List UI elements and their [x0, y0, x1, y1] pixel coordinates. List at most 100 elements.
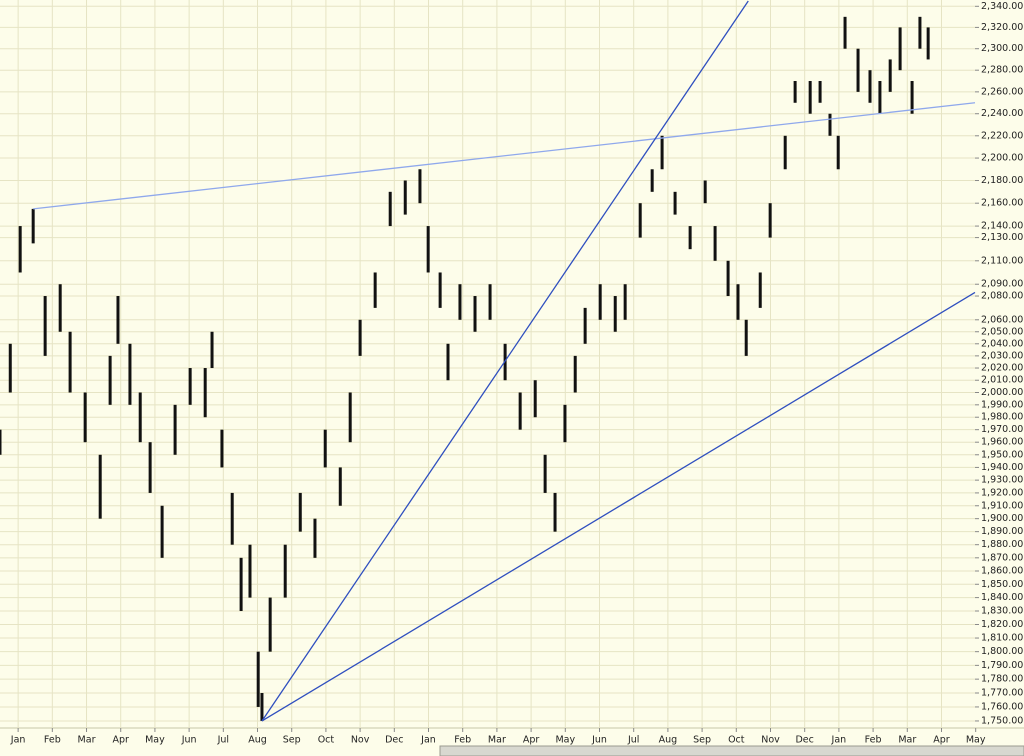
price-bar	[220, 429, 224, 468]
price-bar	[613, 296, 617, 332]
x-tick-label: Jun	[591, 735, 607, 746]
y-tick-label: 1,840.00	[981, 592, 1023, 603]
x-tick-label: Jul	[627, 735, 639, 746]
y-tick-label: 2,010.00	[981, 375, 1023, 386]
y-tick-label: 1,820.00	[981, 619, 1023, 630]
y-tick-label: 2,130.00	[981, 232, 1023, 243]
price-bar	[83, 392, 87, 443]
price-bar	[203, 368, 207, 418]
price-bar	[58, 284, 62, 332]
price-bar	[388, 191, 392, 227]
x-tick-label: Mar	[78, 735, 96, 746]
price-bar	[338, 467, 342, 506]
y-tick-label: 2,140.00	[981, 221, 1023, 232]
price-bar	[650, 169, 654, 192]
x-tick-label: Jan	[831, 735, 847, 746]
price-bar	[573, 355, 577, 393]
price-bar	[210, 331, 214, 369]
price-bar	[403, 180, 407, 215]
y-tick-label: 1,900.00	[981, 513, 1023, 524]
scrollbar[interactable]	[439, 745, 1024, 756]
price-bar	[713, 226, 717, 261]
price-bar	[808, 81, 812, 114]
price-bar	[836, 135, 840, 170]
price-bar	[488, 284, 492, 320]
marks	[0, 0, 976, 722]
price-bar	[533, 380, 537, 418]
y-tick-label: 2,240.00	[981, 108, 1023, 119]
x-tick-label: Jan	[10, 735, 26, 746]
y-tick-label: 2,060.00	[981, 314, 1023, 325]
price-bar	[758, 272, 762, 308]
price-bar	[793, 81, 797, 103]
price-bar	[898, 27, 902, 71]
y-tick-label: 2,090.00	[981, 279, 1023, 290]
price-bar	[843, 16, 847, 49]
price-bar	[323, 429, 327, 468]
trend-line	[261, 0, 749, 722]
price-bar	[8, 343, 12, 393]
price-bar	[458, 284, 462, 320]
y-tick-label: 1,920.00	[981, 487, 1023, 498]
y-tick-label: 2,340.00	[981, 1, 1023, 12]
price-bar	[313, 518, 317, 558]
price-bar	[256, 651, 260, 707]
y-tick-label: 1,910.00	[981, 500, 1023, 511]
x-tick-label: May	[145, 735, 165, 746]
trend-line	[261, 291, 976, 722]
price-bar	[358, 319, 362, 356]
x-tick-label: Apr	[933, 735, 950, 746]
y-tick-label: 1,930.00	[981, 475, 1023, 486]
x-tick-label: Dec	[795, 735, 813, 746]
price-bar	[446, 343, 450, 381]
y-tick-label: 1,960.00	[981, 437, 1023, 448]
price-bar	[926, 27, 930, 60]
y-tick-label: 1,830.00	[981, 606, 1023, 617]
price-bar	[623, 284, 627, 320]
y-tick-label: 2,040.00	[981, 338, 1023, 349]
price-bar	[744, 319, 748, 356]
price-bar	[31, 208, 35, 244]
grid	[0, 0, 979, 732]
price-bar	[660, 135, 664, 170]
price-bar	[116, 296, 120, 344]
price-bar	[868, 70, 872, 103]
y-tick-label: 2,260.00	[981, 86, 1023, 97]
y-tick-label: 1,780.00	[981, 674, 1023, 685]
x-tick-label: May	[555, 735, 575, 746]
y-tick-label: 1,810.00	[981, 633, 1023, 644]
price-bar	[173, 404, 177, 455]
y-tick-label: 2,220.00	[981, 130, 1023, 141]
x-tick-label: Oct	[728, 735, 745, 746]
x-tick-label: Nov	[761, 735, 780, 746]
price-bar	[673, 191, 677, 215]
y-tick-label: 2,160.00	[981, 198, 1023, 209]
y-tick-label: 1,940.00	[981, 462, 1023, 473]
price-bar	[230, 492, 234, 545]
price-bar	[298, 492, 302, 532]
x-tick-label: Oct	[318, 735, 335, 746]
price-bar	[543, 454, 547, 493]
y-tick-label: 1,980.00	[981, 412, 1023, 423]
price-bar	[553, 492, 557, 532]
y-tick-label: 1,860.00	[981, 566, 1023, 577]
price-bar	[418, 169, 422, 204]
price-bar	[726, 260, 730, 297]
y-tick-label: 2,200.00	[981, 153, 1023, 164]
y-tick-label: 2,110.00	[981, 255, 1023, 266]
y-tick-label: 2,180.00	[981, 175, 1023, 186]
price-bar	[239, 557, 243, 612]
x-tick-label: Apr	[113, 735, 130, 746]
x-tick-label: Feb	[44, 735, 61, 746]
price-bar	[703, 180, 707, 204]
y-tick-label: 1,970.00	[981, 424, 1023, 435]
x-tick-label: May	[966, 735, 986, 746]
price-bar	[128, 343, 132, 405]
y-tick-label: 2,320.00	[981, 22, 1023, 33]
price-bar	[43, 296, 47, 356]
price-bar	[438, 272, 442, 308]
price-bar	[598, 284, 602, 320]
y-tick-label: 1,760.00	[981, 701, 1023, 712]
